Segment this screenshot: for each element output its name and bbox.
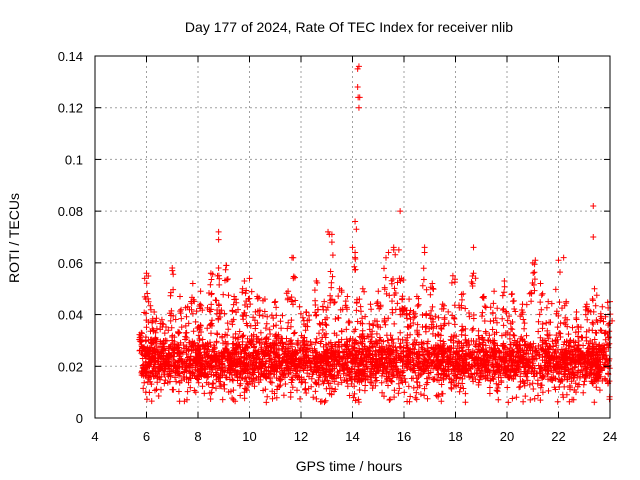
outlier-point	[325, 228, 332, 235]
y-tick-labels: 0 0.02 0.04 0.06 0.08 0.1 0.12 0.14	[58, 49, 83, 426]
x-tick-label: 18	[448, 429, 462, 444]
y-axis-label: ROTI / TECUs	[6, 193, 22, 283]
outlier-point	[288, 254, 295, 261]
outlier-point	[590, 234, 597, 240]
data-points	[136, 63, 616, 406]
axis-ticks	[94, 55, 611, 419]
x-tick-label: 4	[91, 429, 98, 444]
x-axis-label: GPS time / hours	[296, 458, 403, 474]
x-tick-label: 22	[551, 429, 565, 444]
outlier-point	[397, 208, 404, 215]
outlier-point	[356, 94, 363, 101]
outlier-point	[395, 246, 402, 253]
outlier-point	[355, 104, 362, 111]
y-tick-label: 0.06	[58, 256, 83, 271]
outlier-point	[215, 236, 222, 243]
outlier-point	[354, 65, 361, 72]
y-tick-label: 0.02	[58, 359, 83, 374]
y-tick-label: 0.08	[58, 204, 83, 219]
outlier-point	[326, 231, 333, 238]
outlier-point	[355, 63, 362, 70]
outlier-point	[470, 244, 477, 251]
outlier-point	[349, 244, 356, 251]
outlier-point	[215, 228, 222, 235]
outlier-point	[353, 226, 360, 233]
x-tick-label: 8	[194, 429, 201, 444]
outlier-point	[560, 254, 567, 261]
y-tick-label: 0.12	[58, 101, 83, 116]
outlier-point	[385, 249, 392, 256]
chart-title: Day 177 of 2024, Rate Of TEC Index for r…	[185, 19, 513, 35]
x-tick-label: 12	[294, 429, 308, 444]
x-tick-label: 24	[603, 429, 617, 444]
outlier-point	[390, 244, 397, 251]
x-tick-labels: 4 6 8 10 12 14 16 18 20 22 24	[91, 429, 617, 444]
y-tick-label: 0.1	[65, 152, 83, 167]
outlier-point	[532, 257, 539, 264]
x-tick-label: 10	[242, 429, 256, 444]
x-tick-label: 16	[397, 429, 411, 444]
roti-point-cloud	[136, 231, 616, 406]
outlier-point	[354, 84, 361, 91]
y-tick-label: 0.04	[58, 308, 83, 323]
x-tick-label: 14	[345, 429, 359, 444]
y-tick-label: 0	[76, 411, 83, 426]
outlier-point	[352, 218, 359, 225]
outlier-point	[328, 239, 335, 246]
outlier-point	[169, 265, 176, 272]
outlier-point	[590, 202, 597, 209]
y-tick-label: 0.14	[58, 49, 83, 64]
x-tick-label: 6	[143, 429, 150, 444]
outlier-point	[352, 254, 359, 261]
outlier-point	[421, 244, 428, 251]
x-tick-label: 20	[500, 429, 514, 444]
outlier-point	[223, 262, 230, 269]
